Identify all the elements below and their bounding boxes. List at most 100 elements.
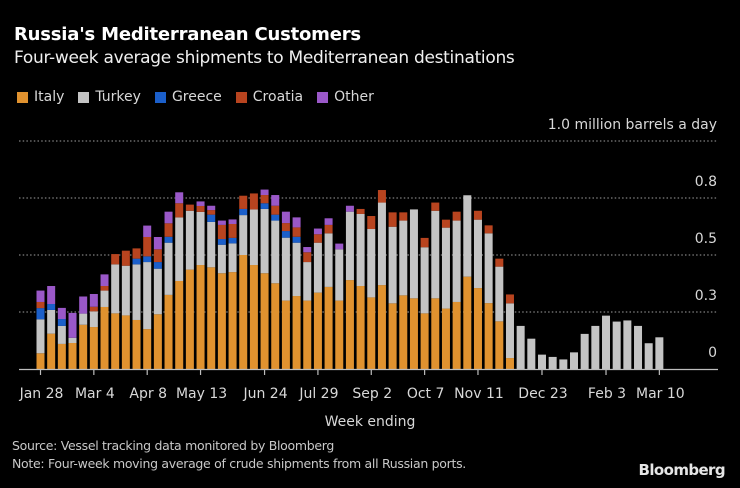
bar-segment-croatia	[132, 248, 141, 259]
bar-segment-turkey	[399, 220, 408, 296]
bar-segment-croatia	[441, 219, 450, 228]
bar-segment-italy	[249, 265, 258, 369]
bar-segment-turkey	[303, 262, 312, 301]
bar-segment-turkey	[68, 337, 77, 344]
bar-segment-other	[345, 205, 354, 212]
bar-segment-croatia	[100, 286, 109, 291]
bar-segment-italy	[153, 314, 162, 369]
bar-segment-croatia	[281, 223, 290, 232]
bar-segment-turkey	[612, 321, 621, 369]
bar-stack	[388, 212, 397, 369]
bar-stack	[548, 356, 557, 369]
bar-segment-turkey	[452, 220, 461, 302]
legend-item-croatia: Croatia	[235, 89, 303, 105]
bar-segment-italy	[164, 294, 173, 369]
bar-segment-other	[335, 243, 344, 250]
legend-item-turkey: Turkey	[78, 89, 141, 105]
bar-stack	[57, 307, 66, 369]
y-tick-label: 0.8	[695, 174, 717, 190]
bar-segment-turkey	[441, 227, 450, 309]
bar-stack	[452, 211, 461, 369]
bar-stack	[570, 352, 578, 369]
bar-segment-turkey	[356, 213, 365, 287]
bar-stack	[345, 205, 354, 369]
bar-segment-croatia	[367, 216, 376, 230]
bar-segment-turkey	[505, 303, 514, 359]
bar-segment-turkey	[559, 359, 568, 369]
bar-segment-greece	[47, 304, 56, 310]
bar-segment-turkey	[79, 313, 88, 325]
bar-segment-croatia	[484, 225, 493, 234]
legend-label-greece: Greece	[171, 89, 222, 105]
bar-segment-other	[324, 218, 333, 225]
bar-segment-turkey	[132, 264, 141, 320]
bar-segment-turkey	[644, 343, 653, 369]
bar-stack	[431, 202, 440, 369]
bar-stack	[602, 315, 611, 369]
bar-segment-turkey	[111, 264, 120, 314]
bar-stack	[260, 189, 269, 369]
legend-label-other: Other	[334, 89, 374, 105]
bar-segment-croatia	[249, 193, 258, 210]
bar-stack	[175, 192, 184, 369]
bar-segment-croatia	[111, 254, 120, 265]
bar-segment-turkey	[634, 325, 643, 369]
bar-stack	[89, 293, 98, 369]
bar-segment-italy	[207, 267, 216, 369]
bar-segment-turkey	[516, 325, 525, 369]
bar-segment-italy	[228, 272, 237, 369]
bar-segment-italy	[36, 353, 45, 369]
bar-segment-croatia	[505, 294, 514, 304]
bar-segment-croatia	[196, 205, 205, 212]
bar-segment-turkey	[196, 211, 205, 266]
bar-stack	[634, 325, 643, 369]
bar-segment-croatia	[324, 224, 333, 234]
bar-segment-other	[228, 219, 237, 224]
bar-segment-greece	[132, 258, 141, 265]
bar-segment-greece	[217, 239, 226, 245]
bar-segment-other	[175, 192, 184, 204]
bar-segment-turkey	[335, 249, 344, 301]
bar-segment-italy	[313, 292, 322, 369]
bar-segment-italy	[89, 327, 98, 369]
bar-segment-greece	[239, 208, 248, 216]
bar-stack	[367, 216, 376, 369]
bar-segment-turkey	[591, 325, 600, 369]
bar-segment-italy	[409, 298, 418, 369]
bar-stack	[505, 294, 514, 369]
bar-segment-turkey	[473, 219, 482, 289]
bar-stack	[292, 217, 301, 369]
bar-segment-greece	[36, 308, 45, 320]
bar-segment-turkey	[292, 242, 301, 297]
x-tick-label: Jan 28	[19, 386, 64, 402]
bar-stack	[68, 312, 77, 369]
bar-segment-greece	[271, 214, 280, 221]
bar-stack	[132, 248, 141, 369]
bar-stack	[324, 218, 333, 369]
bar-stack	[196, 201, 205, 369]
bar-segment-greece	[207, 214, 216, 222]
bar-stack	[281, 211, 290, 369]
bar-segment-turkey	[89, 311, 98, 328]
bar-stack	[36, 290, 45, 369]
bar-segment-italy	[175, 280, 184, 369]
x-tick-label: Dec 23	[518, 386, 567, 402]
bar-segment-turkey	[313, 242, 322, 293]
bar-stack	[473, 210, 482, 369]
bar-segment-italy	[111, 313, 120, 369]
bar-segment-italy	[324, 286, 333, 369]
bar-stack	[271, 195, 280, 369]
legend-swatch-greece	[154, 91, 166, 103]
bar-stack	[79, 296, 88, 369]
bar-segment-turkey	[463, 195, 472, 277]
bar-segment-turkey	[271, 220, 280, 284]
bar-segment-italy	[303, 300, 312, 369]
bar-segment-italy	[505, 358, 514, 369]
bar-segment-other	[292, 217, 301, 228]
bar-segment-other	[303, 247, 312, 253]
y-tick-label: 0.3	[695, 288, 717, 304]
bar-segment-croatia	[303, 252, 312, 263]
bar-segment-italy	[196, 265, 205, 369]
bar-segment-turkey	[324, 233, 333, 287]
bar-segment-turkey	[623, 320, 632, 369]
